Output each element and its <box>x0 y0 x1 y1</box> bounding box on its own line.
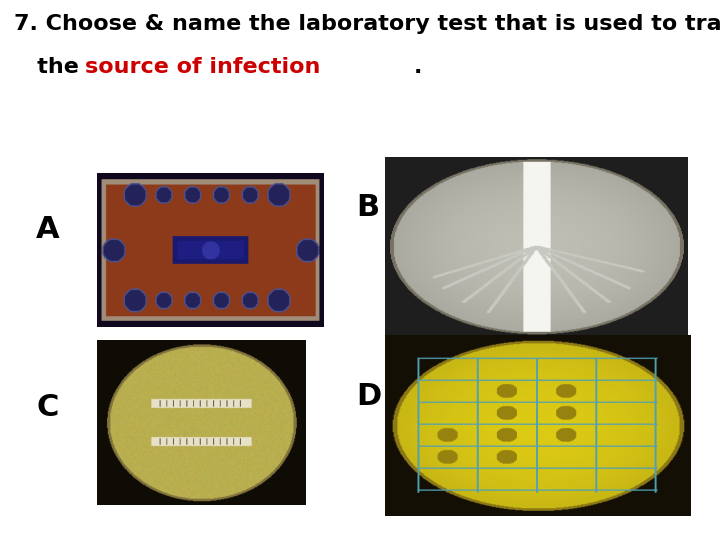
Text: .: . <box>414 57 423 77</box>
Text: source of infection: source of infection <box>85 57 320 77</box>
Text: C: C <box>36 393 58 422</box>
Text: D: D <box>356 382 382 411</box>
Text: the: the <box>14 57 87 77</box>
Text: B: B <box>356 193 379 222</box>
Text: A: A <box>36 215 60 244</box>
Text: 7. Choose & name the laboratory test that is used to trace: 7. Choose & name the laboratory test tha… <box>14 14 720 33</box>
